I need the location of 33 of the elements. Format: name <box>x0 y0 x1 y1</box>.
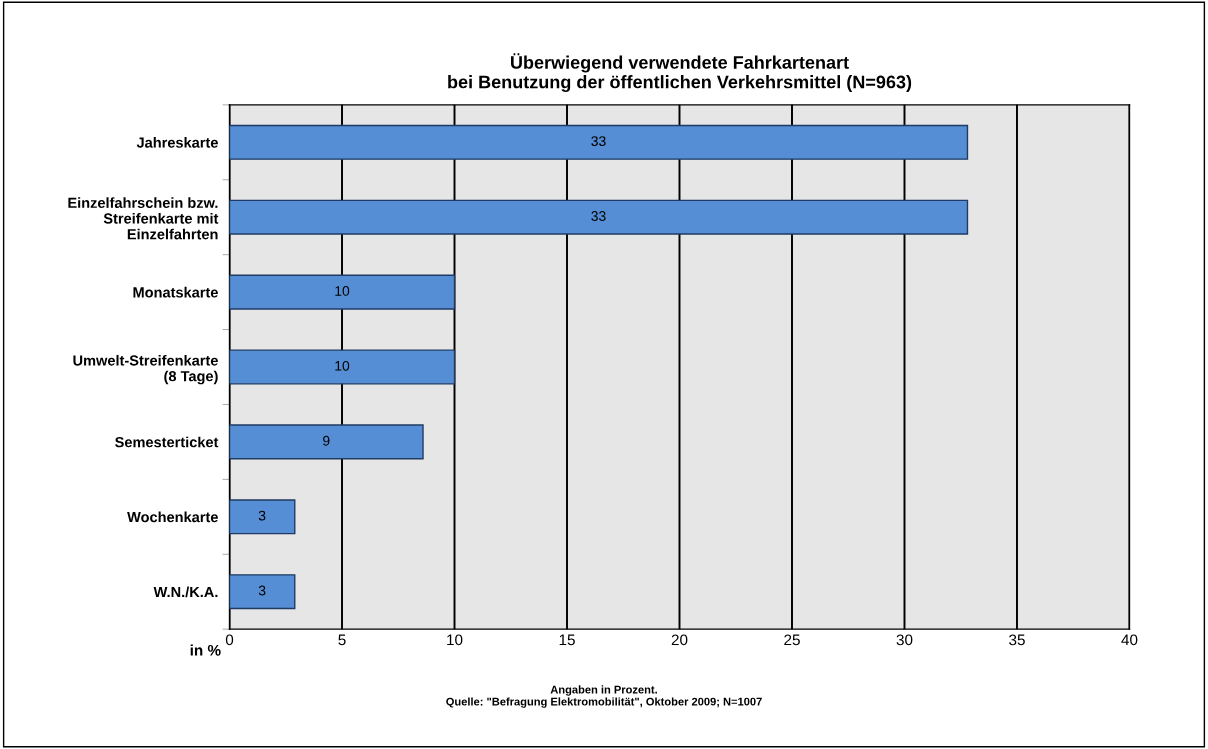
x-tick-label: 15 <box>559 634 575 646</box>
data-label: 3 <box>258 585 266 596</box>
y-tick-label: W.N./K.A. <box>153 586 218 598</box>
x-tick-label: 10 <box>447 634 463 646</box>
x-tick-label: 40 <box>1121 634 1138 646</box>
data-label: 10 <box>335 286 350 296</box>
y-tick-label: Semesterticket <box>115 436 219 448</box>
x-axis-title: in % <box>190 644 221 656</box>
bar <box>229 199 969 235</box>
x-tick-label: 35 <box>1009 634 1025 646</box>
data-label: 9 <box>323 435 330 446</box>
data-label: 33 <box>591 136 606 147</box>
data-label: 33 <box>591 211 606 221</box>
x-tick-label: 25 <box>784 634 800 646</box>
y-tick-label: Einzelfahrschein bzw. Streifenkarte mit Einzelfahrten <box>68 197 219 240</box>
bar <box>229 124 969 160</box>
x-tick-label: 5 <box>338 634 346 646</box>
x-tick-label: 30 <box>896 634 913 646</box>
data-label: 3 <box>258 510 266 521</box>
data-label: 10 <box>335 360 350 371</box>
y-tick-label: Jahreskarte <box>136 137 218 148</box>
x-tick-label: 20 <box>671 634 688 646</box>
bar <box>229 574 296 610</box>
y-tick-label: Wochenkarte <box>127 511 218 523</box>
text: Angaben in Prozent. Quelle: "Befragung Elektromobilität", Oktober 2009; N=1007 <box>446 685 762 708</box>
x-tick-label: 0 <box>225 634 234 646</box>
y-tick-label: Monatskarte <box>133 286 218 298</box>
bar <box>229 349 456 385</box>
bar <box>229 424 424 460</box>
bar <box>229 274 456 310</box>
y-tick-label: Umwelt-Streifenkarte (8 Tage) <box>73 354 218 385</box>
chart-title: Überwiegend verwendete Fahrkartenart bei Benutzung der öffentlichen Verkehrsmittel (N=963) <box>448 53 912 93</box>
bar <box>229 499 296 535</box>
